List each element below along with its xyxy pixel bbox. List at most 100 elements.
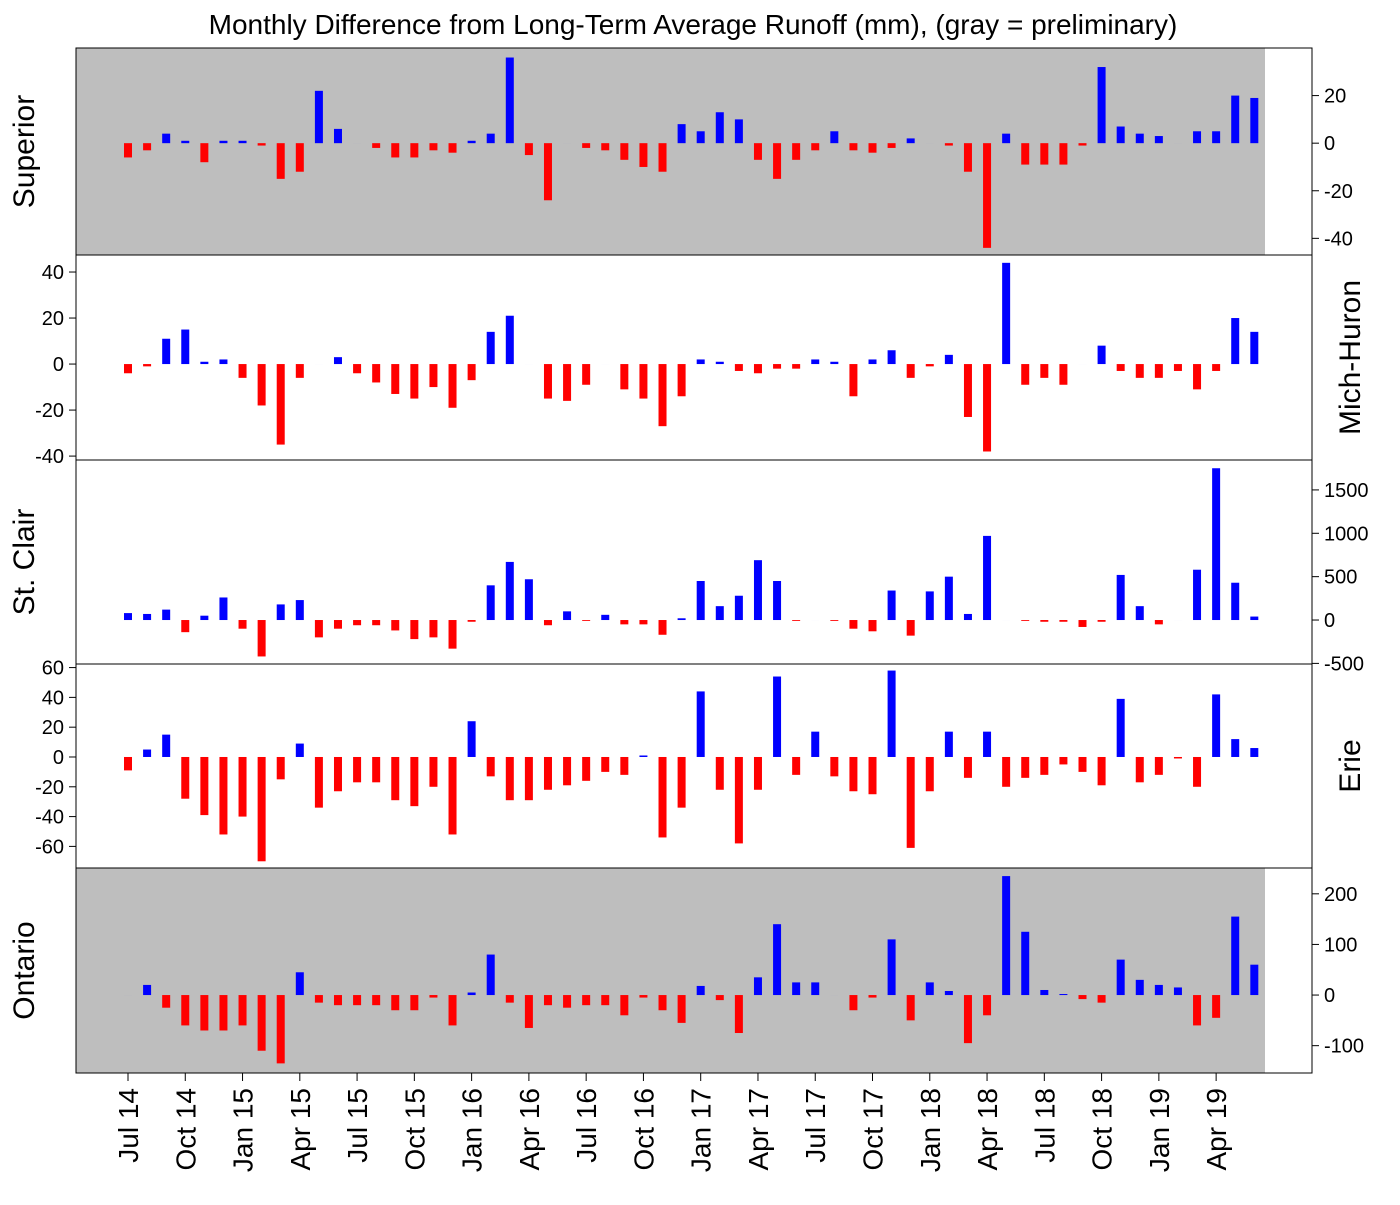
bar: [945, 143, 953, 145]
bar: [849, 757, 857, 791]
bar: [219, 757, 227, 834]
bar: [143, 985, 151, 995]
bar: [525, 757, 533, 800]
bar: [544, 364, 552, 399]
chart-title: Monthly Difference from Long-Term Averag…: [209, 9, 1178, 40]
bar: [391, 757, 399, 800]
y-tick-label: 20: [1324, 86, 1346, 108]
bar: [1117, 960, 1125, 995]
bar: [1250, 98, 1258, 143]
bar: [124, 757, 132, 770]
bar: [1040, 364, 1048, 378]
bar: [1040, 757, 1048, 775]
bar: [601, 757, 609, 772]
bar: [888, 350, 896, 364]
bar: [678, 618, 686, 620]
bar: [219, 141, 227, 143]
bar: [1098, 757, 1106, 785]
bar: [773, 924, 781, 995]
bar: [697, 986, 705, 995]
bar: [1193, 364, 1201, 389]
bar: [124, 613, 132, 620]
bar: [124, 364, 132, 373]
preliminary-background: [76, 868, 1265, 1073]
x-tick-label: Jul 17: [800, 1088, 831, 1163]
bar: [754, 757, 762, 790]
y-tick-label: 40: [42, 687, 64, 709]
bar: [601, 995, 609, 1005]
bar: [181, 620, 189, 632]
bar: [1212, 468, 1220, 620]
bar: [544, 995, 552, 1005]
bar: [849, 364, 857, 396]
bar: [1174, 987, 1182, 995]
bar: [639, 620, 647, 624]
bar: [1021, 620, 1029, 621]
bar: [1193, 131, 1201, 143]
bar: [964, 143, 972, 172]
bar: [754, 977, 762, 995]
bar: [296, 972, 304, 995]
bar: [143, 143, 151, 150]
bar: [1136, 606, 1144, 620]
bar: [678, 124, 686, 143]
bar: [1155, 757, 1163, 775]
bar: [353, 364, 361, 373]
bar: [1136, 757, 1144, 782]
bar: [315, 757, 323, 808]
bar: [1212, 364, 1220, 371]
bar: [716, 757, 724, 790]
bar: [869, 757, 877, 794]
bar: [697, 359, 705, 364]
bar: [449, 143, 457, 153]
x-tick-label: Apr 17: [743, 1088, 774, 1171]
bar: [1021, 932, 1029, 995]
bar: [754, 560, 762, 620]
bar: [429, 143, 437, 150]
bar: [678, 364, 686, 396]
y-tick-label: 1500: [1324, 480, 1369, 502]
bar: [372, 620, 380, 625]
bar: [429, 757, 437, 787]
x-tick-label: Oct 16: [628, 1088, 659, 1170]
bar: [449, 364, 457, 408]
bar: [869, 359, 877, 364]
panel-frame: [76, 255, 1312, 460]
bar: [353, 995, 361, 1005]
bar: [926, 982, 934, 995]
bar: [391, 620, 399, 630]
bar: [162, 735, 170, 757]
x-tick-label: Oct 17: [858, 1088, 889, 1170]
y-tick-label: -20: [1324, 181, 1353, 203]
bar: [1250, 965, 1258, 995]
bar: [1117, 127, 1125, 144]
bar: [143, 614, 151, 620]
bar: [487, 757, 495, 776]
bar: [200, 757, 208, 815]
bar: [869, 143, 877, 153]
x-tick-label: Apr 19: [1201, 1088, 1232, 1171]
bar: [1212, 995, 1220, 1018]
bar: [277, 143, 285, 179]
y-tick-label: 1000: [1324, 523, 1369, 545]
bar: [926, 757, 934, 791]
bar: [315, 995, 323, 1003]
y-tick-label: 0: [1324, 985, 1335, 1007]
x-tick-label: Jul 18: [1029, 1088, 1060, 1163]
y-tick-label: -40: [35, 446, 64, 468]
x-tick-label: Apr 16: [514, 1088, 545, 1171]
bar: [1155, 985, 1163, 995]
bar: [468, 364, 476, 380]
bar: [716, 362, 724, 364]
x-tick-label: Jul 14: [113, 1088, 144, 1163]
bar: [1155, 364, 1163, 378]
bar: [582, 995, 590, 1005]
bar: [181, 995, 189, 1025]
bar: [1098, 620, 1106, 622]
bar: [1193, 995, 1201, 1025]
bar: [888, 671, 896, 757]
bar: [258, 620, 266, 656]
bar: [391, 995, 399, 1010]
bar: [792, 143, 800, 160]
